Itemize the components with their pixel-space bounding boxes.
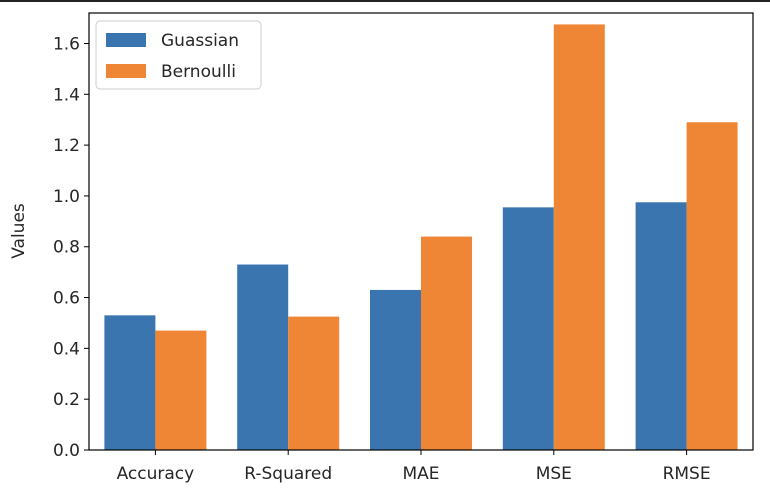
y-axis-ticks: 0.0 0.2 0.4 0.6 0.8 1.0 1.2 1.4 1.6: [53, 34, 89, 461]
legend-label-bernoulli: Bernoulli: [161, 62, 236, 82]
top-border: [0, 0, 770, 2]
bar-guassian-rmse: [635, 202, 687, 450]
y-tick-label: 1.0: [53, 187, 80, 207]
y-axis-label: Values: [9, 203, 29, 259]
x-axis-ticks: Accuracy R-Squared MAE MSE RMSE: [117, 450, 711, 484]
legend-label-guassian: Guassian: [161, 31, 239, 51]
x-tick-label: RMSE: [663, 464, 711, 484]
bar-bernoulli-mae: [421, 236, 472, 450]
legend-swatch-bernoulli: [106, 64, 146, 78]
bars-group: [104, 24, 738, 451]
x-tick-label: MAE: [402, 464, 439, 484]
y-tick-label: 0.0: [53, 441, 80, 461]
y-tick-label: 0.4: [53, 339, 80, 359]
y-tick-label: 0.8: [53, 238, 80, 258]
plot-frame: [88, 12, 754, 451]
legend-swatch-guassian: [106, 33, 146, 47]
bar-guassian-accuracy: [104, 315, 156, 450]
bar-bernoulli-rmse: [686, 122, 738, 450]
y-tick-label: 0.6: [53, 289, 80, 309]
bar-guassian-mse: [502, 207, 554, 450]
bar-bernoulli-mse: [553, 24, 605, 451]
x-tick-label: Accuracy: [117, 464, 195, 484]
legend: Guassian Bernoulli: [95, 20, 262, 90]
x-tick-label: MSE: [536, 464, 572, 484]
y-tick-label: 1.6: [53, 34, 80, 54]
bar-guassian-mae: [370, 289, 421, 450]
bar-bernoulli-r-squared: [288, 316, 340, 450]
y-tick-label: 1.4: [53, 85, 80, 105]
bar-bernoulli-accuracy: [155, 330, 207, 450]
y-tick-label: 0.2: [53, 390, 80, 410]
x-tick-label: R-Squared: [244, 464, 332, 484]
y-tick-label: 1.2: [53, 136, 80, 156]
bar-guassian-r-squared: [237, 264, 289, 450]
